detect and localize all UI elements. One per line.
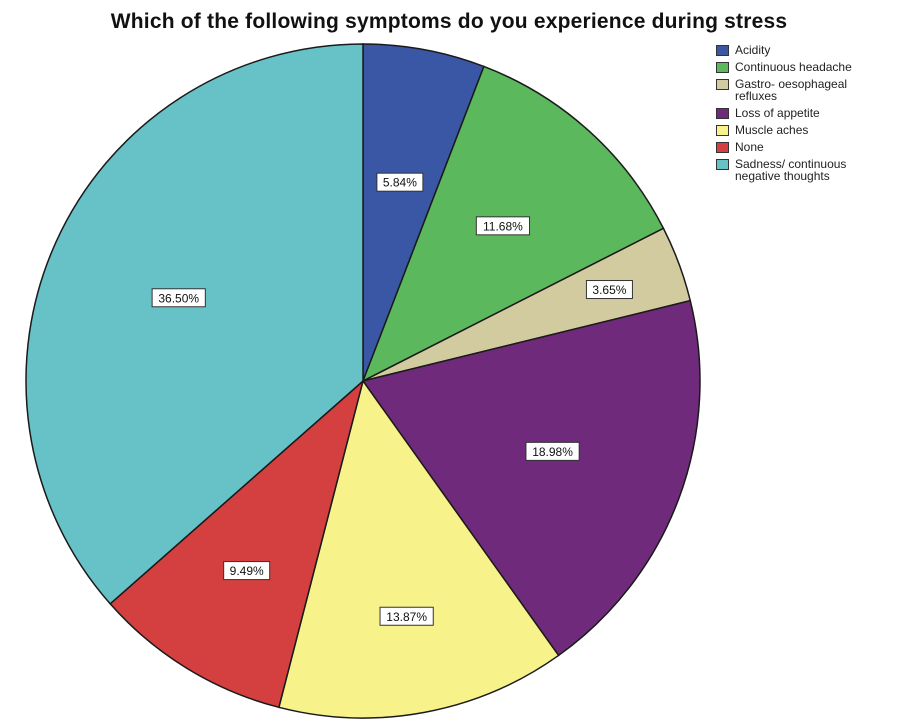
legend-swatch: [716, 62, 729, 73]
pie-slices: [25, 43, 701, 719]
chart-title: Which of the following symptoms do you e…: [110, 10, 788, 33]
legend-swatch: [716, 108, 729, 119]
pie-slice-muscle-aches: [277, 379, 560, 719]
chart-legend: Acidity Continuous headache Gastro- oesoph…: [716, 44, 896, 187]
data-label-box: [223, 561, 271, 581]
legend-label: Muscle aches: [735, 123, 809, 137]
data-label-text: 3.65%: [592, 283, 626, 297]
pie-data-labels: 5.84% 11.68% 3.65% 18.98% 13.87% 9.49% 36.50%: [151, 172, 633, 626]
legend-label: Sadness/ continuous negative thoughts: [735, 157, 847, 183]
legend-swatch: [716, 45, 729, 56]
legend-label: Gastro- oesophageal refluxes: [735, 77, 848, 103]
legend-item: None: [716, 141, 896, 153]
data-label-text: 18.98%: [532, 445, 573, 459]
data-label-box: [376, 172, 424, 192]
legend-label: None: [735, 140, 764, 154]
pie-slice-loss-of-appetite: [361, 299, 701, 657]
pie-data-label: 11.68%: [475, 216, 531, 236]
data-label-box: [475, 216, 531, 236]
legend-item: Acidity: [716, 44, 896, 56]
data-label-text: 36.50%: [158, 291, 199, 305]
legend-label: Continuous headache: [735, 60, 852, 74]
pie-slice-acidity: [362, 43, 485, 382]
data-label-text: 5.84%: [383, 176, 417, 190]
data-label-box: [525, 441, 580, 461]
legend-label: Acidity: [735, 43, 771, 57]
pie-slice-sadness-continuous-negative-thoughts: [25, 43, 364, 605]
pie-slice-none: [109, 378, 365, 709]
legend-item: Sadness/ continuous negative thoughts: [716, 158, 896, 182]
pie-data-label: 3.65%: [585, 280, 633, 300]
data-label-text: 9.49%: [230, 564, 264, 578]
data-label-text: 11.68%: [483, 219, 523, 233]
data-label-box: [379, 606, 434, 626]
pie-data-label: 9.49%: [223, 561, 271, 581]
legend-swatch: [716, 79, 729, 90]
legend-item: Gastro- oesophageal refluxes: [716, 78, 896, 102]
legend-item: Muscle aches: [716, 124, 896, 136]
legend-item: Continuous headache: [716, 61, 896, 73]
data-label-box: [585, 280, 633, 300]
pie-data-label: 5.84%: [376, 172, 424, 192]
pie-data-label: 18.98%: [525, 441, 580, 461]
legend-swatch: [716, 125, 729, 136]
legend-label: Loss of appetite: [735, 106, 820, 120]
pie-data-label: 36.50%: [151, 288, 206, 308]
legend-swatch: [716, 142, 729, 153]
data-label-text: 13.87%: [386, 610, 427, 624]
legend-swatch: [716, 159, 729, 170]
data-label-box: [151, 288, 206, 308]
legend-item: Loss of appetite: [716, 107, 896, 119]
pie-data-label: 13.87%: [379, 606, 434, 626]
